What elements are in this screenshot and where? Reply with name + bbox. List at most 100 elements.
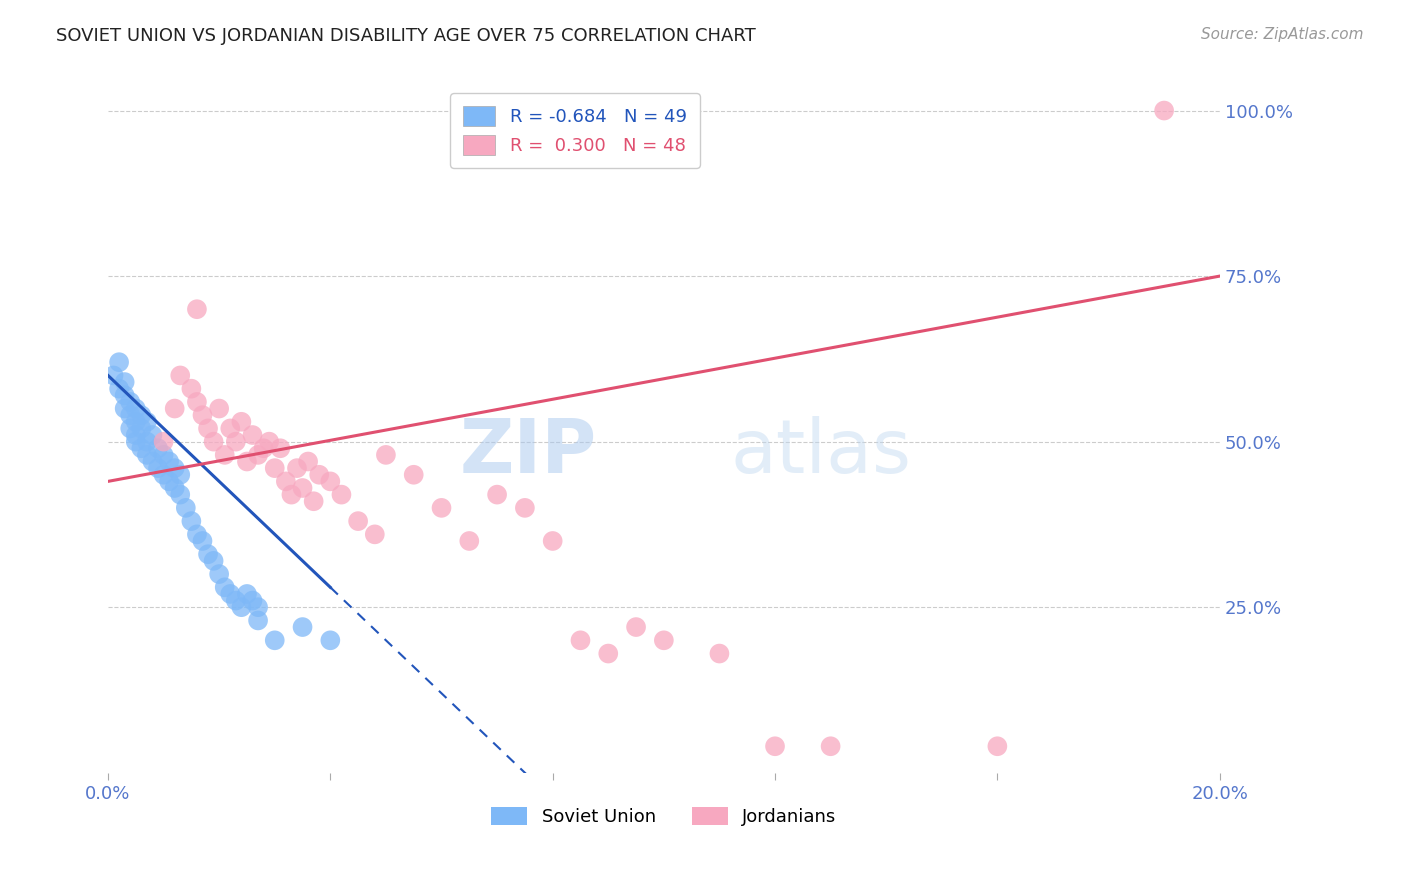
Point: [247, 600, 270, 615]
Point: [157, 454, 180, 468]
Point: [103, 368, 125, 383]
Point: [157, 475, 180, 489]
Point: [347, 514, 370, 528]
Point: [291, 481, 314, 495]
Point: [135, 415, 157, 429]
Point: [253, 442, 276, 456]
Point: [541, 533, 564, 548]
Point: [131, 408, 153, 422]
Point: [135, 434, 157, 449]
Text: ZIP: ZIP: [460, 417, 598, 490]
Point: [180, 382, 202, 396]
Point: [225, 593, 247, 607]
Point: [231, 600, 253, 615]
Point: [214, 580, 236, 594]
Point: [146, 442, 169, 456]
Point: [624, 620, 647, 634]
Point: [986, 739, 1008, 754]
Point: [169, 368, 191, 383]
Point: [208, 567, 231, 582]
Point: [263, 461, 285, 475]
Point: [709, 647, 731, 661]
Point: [169, 467, 191, 482]
Point: [269, 442, 291, 456]
Point: [302, 494, 325, 508]
Point: [247, 448, 270, 462]
Point: [202, 554, 225, 568]
Point: [202, 434, 225, 449]
Point: [225, 434, 247, 449]
Point: [231, 415, 253, 429]
Point: [1153, 103, 1175, 118]
Point: [163, 461, 186, 475]
Point: [120, 421, 142, 435]
Legend: Soviet Union, Jordanians: Soviet Union, Jordanians: [484, 799, 844, 833]
Point: [263, 633, 285, 648]
Text: atlas: atlas: [731, 417, 911, 490]
Point: [174, 500, 197, 515]
Point: [319, 475, 342, 489]
Point: [108, 382, 131, 396]
Point: [247, 614, 270, 628]
Point: [280, 488, 302, 502]
Point: [163, 481, 186, 495]
Point: [141, 428, 163, 442]
Point: [236, 587, 259, 601]
Point: [274, 475, 297, 489]
Point: [169, 488, 191, 502]
Point: [152, 448, 174, 462]
Point: [214, 448, 236, 462]
Point: [146, 461, 169, 475]
Text: SOVIET UNION VS JORDANIAN DISABILITY AGE OVER 75 CORRELATION CHART: SOVIET UNION VS JORDANIAN DISABILITY AGE…: [56, 27, 756, 45]
Point: [374, 448, 396, 462]
Point: [125, 428, 148, 442]
Point: [364, 527, 387, 541]
Point: [108, 355, 131, 369]
Point: [330, 488, 353, 502]
Point: [820, 739, 842, 754]
Point: [763, 739, 786, 754]
Point: [152, 434, 174, 449]
Point: [191, 533, 214, 548]
Point: [257, 434, 280, 449]
Point: [598, 647, 620, 661]
Point: [308, 467, 330, 482]
Point: [219, 587, 242, 601]
Point: [141, 454, 163, 468]
Point: [197, 547, 219, 561]
Point: [186, 527, 208, 541]
Point: [186, 395, 208, 409]
Point: [114, 401, 136, 416]
Point: [236, 454, 259, 468]
Point: [458, 533, 481, 548]
Point: [402, 467, 425, 482]
Point: [120, 408, 142, 422]
Point: [114, 388, 136, 402]
Point: [180, 514, 202, 528]
Point: [285, 461, 308, 475]
Point: [114, 375, 136, 389]
Point: [242, 428, 264, 442]
Point: [242, 593, 264, 607]
Point: [319, 633, 342, 648]
Point: [297, 454, 319, 468]
Point: [652, 633, 675, 648]
Point: [208, 401, 231, 416]
Text: Source: ZipAtlas.com: Source: ZipAtlas.com: [1201, 27, 1364, 42]
Point: [125, 434, 148, 449]
Point: [513, 500, 536, 515]
Point: [291, 620, 314, 634]
Point: [163, 401, 186, 416]
Point: [120, 395, 142, 409]
Point: [152, 467, 174, 482]
Point: [197, 421, 219, 435]
Point: [191, 408, 214, 422]
Point: [186, 302, 208, 317]
Point: [430, 500, 453, 515]
Point: [131, 421, 153, 435]
Point: [569, 633, 592, 648]
Point: [131, 442, 153, 456]
Point: [486, 488, 509, 502]
Point: [125, 401, 148, 416]
Point: [135, 448, 157, 462]
